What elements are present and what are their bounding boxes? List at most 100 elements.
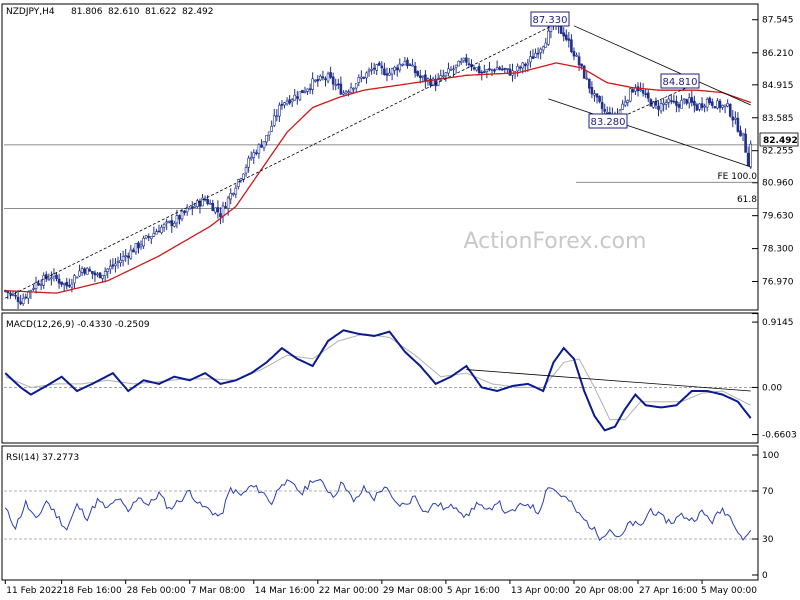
candle-down [24,296,28,299]
candle-up [390,68,394,75]
candle-up [705,98,709,108]
candle-up [32,288,35,290]
candle-up [267,131,271,136]
candle-down [588,78,591,89]
candle-up [703,105,706,108]
macd-y-tick-label: 0.9145 [762,318,794,328]
candle-down [559,25,563,34]
candle-up [411,64,414,67]
rsi-y-tick-label: 100 [762,451,779,461]
candle-down [467,63,471,65]
candle-up [459,60,463,64]
candle-up [367,69,371,73]
candle-up [303,90,307,93]
candle-down [739,130,742,137]
trend-line-3 [548,98,751,168]
candle-up [175,215,179,224]
candle-up [421,75,425,78]
trend-line-1 [5,24,554,299]
candle-up [221,205,225,217]
candle-up [726,103,729,107]
candle-down [465,57,468,63]
rsi-y-tick-label: 70 [762,487,774,497]
rsi-title: RSI(14) 37.2773 [6,453,79,463]
price-y-tick-label: 78.300 [762,245,794,255]
candle-up [403,61,407,66]
candle-up [721,105,724,108]
candle-down [708,97,712,104]
candle-down [395,67,399,71]
candle-down [746,152,750,167]
candle-up [629,88,632,102]
candle-down [19,301,22,305]
candle-down [580,63,583,67]
candle-up [139,244,143,248]
candle-up [242,173,245,180]
candle-down [523,64,527,67]
candle-up [119,259,122,263]
x-tick-label: 5 Apr 16:00 [447,586,500,596]
candle-up [357,77,361,83]
candle-up [398,63,402,71]
candle-down [301,89,304,94]
candle-down [321,76,325,79]
candle-up [160,226,163,233]
candle-down [339,83,343,95]
candle-down [531,56,535,59]
candle-down [331,76,335,85]
candle-up [319,75,322,81]
watermark: ActionForex.com [464,229,647,254]
ohlc-close: 82.492 [182,7,214,17]
candle-up [457,60,460,67]
candle-down [718,100,722,109]
candle-up [229,193,233,200]
moving-average-line [5,62,751,294]
rsi-line [4,478,752,542]
candle-up [193,205,197,208]
candle-up [142,238,145,247]
candle-down [14,294,17,297]
candle-up [549,25,553,32]
rsi-panel [1,445,759,581]
candle-down [224,206,227,209]
candle-up [360,76,363,79]
candle-down [324,78,327,80]
candle-up [70,283,74,288]
candle-down [480,71,484,74]
candle-up [680,100,683,109]
macd-line [4,329,752,432]
candle-down [600,101,604,109]
candle-down [472,67,476,70]
x-tick-label: 22 Mar 00:00 [319,586,379,596]
x-tick-label: 29 Mar 08:00 [383,586,443,596]
candle-up [262,141,266,149]
candle-down [500,68,504,71]
candle-down [65,281,69,287]
candle-up [349,87,353,94]
candle-up [667,98,671,103]
candle-up [152,232,156,237]
candle-down [211,203,215,212]
candle-down [408,64,412,66]
candle-up [162,223,166,228]
candle-up [96,273,99,276]
price-y-tick-label: 79.630 [762,212,794,222]
candle-up [534,53,537,58]
candle-down [641,90,645,94]
candle-up [444,72,448,77]
low-label-box [588,113,628,129]
candle-up [495,67,499,71]
candle-down [518,66,522,69]
candle-down [598,96,601,102]
candle-up [698,103,701,110]
candle-down [57,278,61,284]
candle-up [34,282,38,289]
peak-label: 87.330 [533,15,568,26]
candle-down [93,272,97,276]
mid-label-box [660,73,700,89]
candle-down [657,105,660,110]
candle-up [144,235,148,239]
macd-y-tick-label: 0.00 [762,383,782,393]
macd-trend-line [466,369,751,392]
candle-down [536,52,540,55]
